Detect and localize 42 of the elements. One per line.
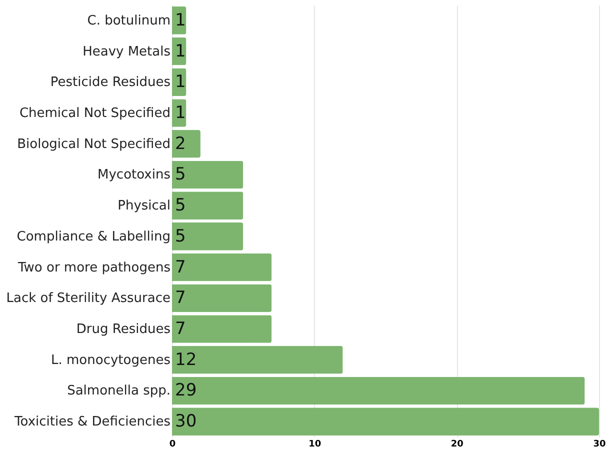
data-label: 1 bbox=[175, 103, 186, 123]
y-tick-label: Two or more pathogens bbox=[16, 260, 171, 276]
bar bbox=[172, 284, 272, 312]
data-label: 1 bbox=[175, 72, 186, 92]
bar bbox=[172, 346, 343, 374]
data-label: 7 bbox=[175, 319, 186, 339]
bar bbox=[172, 192, 244, 220]
x-tick-label: 20 bbox=[450, 440, 464, 450]
data-label: 1 bbox=[175, 41, 186, 62]
data-label: 29 bbox=[175, 380, 197, 401]
bar bbox=[172, 315, 272, 343]
y-tick-label: Toxicities & Deficiencies bbox=[14, 414, 171, 430]
bar bbox=[172, 130, 200, 158]
bar bbox=[172, 222, 244, 250]
y-tick-label: Biological Not Specified bbox=[17, 136, 170, 152]
y-tick-label: Salmonella spp. bbox=[67, 384, 170, 399]
data-label: 5 bbox=[175, 196, 186, 216]
x-tick-label: 10 bbox=[308, 440, 322, 450]
y-tick-label: Compliance & Labelling bbox=[16, 229, 170, 244]
data-label: 12 bbox=[175, 350, 197, 370]
data-label: 2 bbox=[175, 134, 186, 154]
data-label: 7 bbox=[175, 257, 186, 278]
y-tick-label: Drug Residues bbox=[76, 322, 171, 337]
y-tick-label: C. botulinum bbox=[87, 13, 170, 28]
y-tick-label: Heavy Metals bbox=[82, 44, 171, 60]
y-tick-label: Chemical Not Specified bbox=[19, 106, 170, 121]
y-tick-label: Mycotoxins bbox=[98, 168, 171, 183]
data-label: 7 bbox=[175, 288, 186, 308]
y-tick-label: L. monocytogenes bbox=[51, 352, 171, 368]
y-tick-label: Pesticide Residues bbox=[50, 75, 171, 90]
data-label: 5 bbox=[175, 226, 186, 246]
data-label: 30 bbox=[175, 412, 197, 432]
bar bbox=[172, 160, 244, 189]
data-label: 5 bbox=[175, 164, 186, 185]
x-tick-label: 0 bbox=[169, 440, 176, 450]
x-tick-label: 30 bbox=[593, 440, 606, 450]
bar bbox=[172, 253, 272, 282]
data-label: 1 bbox=[175, 10, 186, 30]
y-tick-label: Lack of Sterility Assurace bbox=[6, 291, 170, 306]
bar bbox=[172, 408, 599, 436]
y-tick-label: Physical bbox=[118, 198, 170, 214]
bar bbox=[172, 376, 585, 405]
